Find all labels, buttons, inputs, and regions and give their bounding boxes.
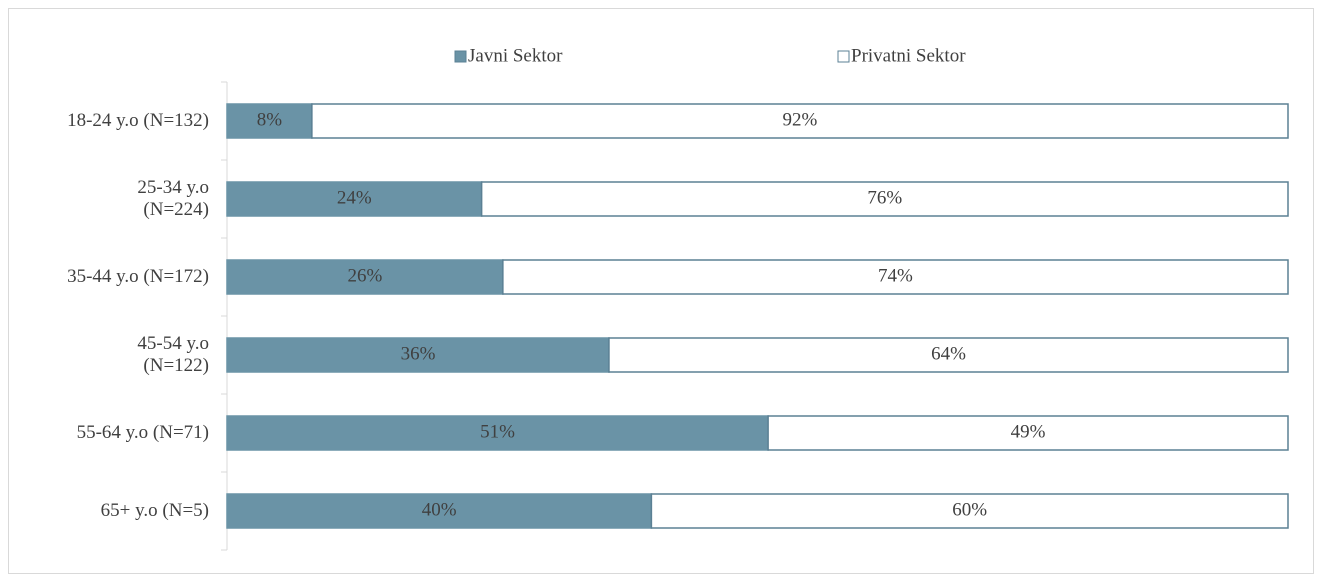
bar-segment: [650, 493, 1289, 529]
data-label: 51%: [480, 421, 515, 442]
data-label: 60%: [952, 499, 987, 520]
data-label: 40%: [422, 499, 457, 520]
legend-swatch: [454, 50, 467, 63]
category-label: 65+ y.o (N=5): [100, 500, 209, 521]
data-label: 49%: [1011, 421, 1046, 442]
data-label: 92%: [783, 109, 818, 130]
bar-segment: [502, 259, 1289, 295]
data-label: 26%: [348, 265, 383, 286]
data-label: 8%: [257, 109, 283, 130]
bar-segment: [311, 103, 1289, 139]
data-label: 64%: [931, 343, 966, 364]
chart-frame: [8, 8, 1314, 574]
data-label: 74%: [878, 265, 913, 286]
category-label: 25-34 y.o (N=224): [137, 177, 209, 220]
category-label: 18-24 y.o (N=132): [67, 110, 209, 131]
bar-segment: [608, 337, 1289, 373]
category-label: 45-54 y.o (N=122): [137, 333, 209, 376]
data-label: 76%: [867, 187, 902, 208]
category-label: 35-44 y.o (N=172): [67, 266, 209, 287]
data-label: 36%: [401, 343, 436, 364]
legend-label: Privatni Sektor: [851, 45, 966, 66]
data-label: 24%: [337, 187, 372, 208]
bar-segment: [480, 181, 1289, 217]
legend-swatch: [837, 50, 850, 63]
bar-segment: [767, 415, 1289, 451]
category-label: 55-64 y.o (N=71): [76, 422, 209, 443]
legend-label: Javni Sektor: [468, 45, 563, 66]
